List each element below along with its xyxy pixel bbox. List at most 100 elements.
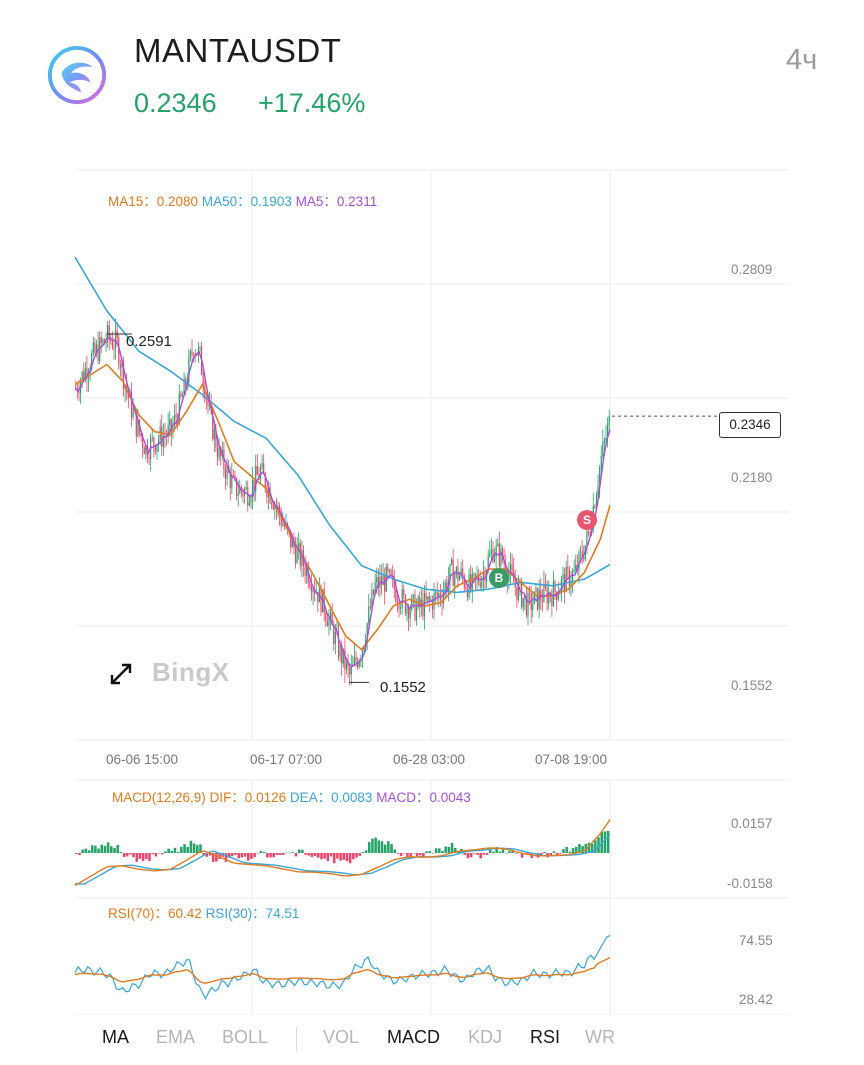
macd-histogram-bar (231, 853, 234, 857)
candle-body (167, 425, 169, 437)
candle-body (583, 557, 585, 560)
tab-boll[interactable]: BOLL (222, 1027, 269, 1047)
tab-wr[interactable]: WR (585, 1027, 615, 1047)
kline-chart[interactable] (0, 0, 864, 1015)
candle-body (388, 570, 391, 572)
timeframe-selector[interactable]: 4ч (786, 44, 818, 76)
candle-body (376, 577, 378, 583)
macd-histogram-bar (587, 842, 591, 853)
candle-body (371, 589, 373, 609)
candle-body (86, 368, 88, 379)
macd-histogram-bar (196, 845, 199, 853)
candle-body (137, 419, 139, 437)
candle-body (345, 661, 348, 670)
candle-body (291, 538, 293, 548)
candle-body (541, 599, 543, 602)
macd-histogram-bar (157, 852, 161, 854)
candle-body (331, 612, 333, 625)
candle-body (215, 428, 217, 448)
macd-histogram-bar (199, 844, 202, 853)
macd-histogram-bar (250, 853, 253, 859)
macd-histogram-bar (326, 853, 330, 861)
tab-kdj[interactable]: KDJ (468, 1027, 503, 1047)
candle-body (250, 497, 252, 503)
candle-body (607, 424, 609, 439)
candle-body (91, 353, 93, 370)
tab-macd[interactable]: MACD (387, 1027, 440, 1047)
macd-histogram-bar (555, 853, 559, 857)
macd-histogram-bar (578, 844, 581, 853)
macd-histogram-bar (332, 853, 336, 864)
candle-body (355, 657, 357, 663)
candle-body (530, 593, 532, 611)
candle-body (183, 378, 185, 396)
macd-histogram-bar (275, 853, 279, 855)
candle-body (484, 571, 486, 582)
tab-rsi[interactable]: RSI (530, 1027, 561, 1047)
macd-histogram-bar (202, 853, 205, 856)
candle-body (169, 419, 171, 426)
macd-histogram-bar (97, 848, 100, 853)
price-axis-label: 0.2809 (731, 262, 773, 277)
ma5-legend: MA5：0.2311 (295, 194, 378, 209)
buy-signal-marker[interactable]: B (489, 568, 509, 588)
macd-histogram-bar (259, 850, 263, 853)
macd-histogram-bar (186, 846, 190, 853)
candle-body (95, 344, 98, 353)
candle-body (108, 325, 110, 339)
rsi-axis-label: 28.42 (739, 992, 773, 1007)
tab-divider (296, 1027, 297, 1051)
macd-histogram-bar (482, 853, 486, 855)
fullscreen-expand-icon[interactable] (108, 661, 134, 687)
candle-body (540, 589, 542, 600)
candle-body (366, 623, 368, 642)
sell-signal-marker[interactable]: S (577, 510, 597, 530)
tab-ema[interactable]: EMA (156, 1027, 196, 1047)
candle-body (450, 559, 453, 565)
candle-body (151, 437, 153, 439)
candle-body (196, 354, 198, 356)
candle-body (433, 593, 435, 610)
candle-body (156, 444, 158, 452)
candle-body (277, 506, 279, 508)
candle-body (193, 354, 195, 356)
candle-body (603, 440, 606, 443)
macd-histogram-bar (444, 846, 447, 853)
macd-histogram-bar (441, 850, 444, 853)
macd-histogram-bar (374, 837, 377, 853)
candle-body (538, 589, 540, 609)
macd-histogram-bar (167, 848, 170, 853)
candle-body (595, 495, 598, 508)
candle-body (81, 371, 83, 382)
candle-body (282, 523, 284, 526)
candle-body (140, 432, 142, 437)
macd-histogram-bar (278, 853, 282, 855)
candle-body (205, 398, 207, 400)
candle-body (306, 567, 308, 576)
tab-vol[interactable]: VOL (323, 1027, 360, 1047)
candle-body (181, 395, 184, 397)
macd-histogram-bar (367, 842, 371, 853)
macd-histogram-bar (211, 853, 215, 862)
tab-ma[interactable]: MA (102, 1027, 129, 1047)
macd-histogram-bar (469, 853, 473, 858)
macd-histogram-bar (266, 853, 269, 858)
candle-body (172, 425, 174, 434)
candle-body (551, 596, 553, 606)
macd-histogram-bar (574, 846, 578, 853)
candle-body (352, 663, 354, 666)
candle-body (310, 586, 313, 593)
macd-histogram-bar (501, 849, 505, 853)
macd-histogram-bar (240, 853, 244, 858)
candle-body (84, 368, 86, 380)
macd-histogram-bar (504, 852, 508, 854)
candle-body (567, 566, 569, 570)
macd-histogram-bar (81, 849, 84, 853)
candle-body (489, 552, 491, 557)
candle-body (294, 547, 297, 563)
macd-histogram-bar (396, 853, 400, 854)
candle-body (532, 604, 534, 611)
macd-histogram-bar (119, 852, 123, 853)
candle-body (406, 606, 408, 614)
macd-value-legend: MACD：0.0043 (376, 790, 471, 805)
